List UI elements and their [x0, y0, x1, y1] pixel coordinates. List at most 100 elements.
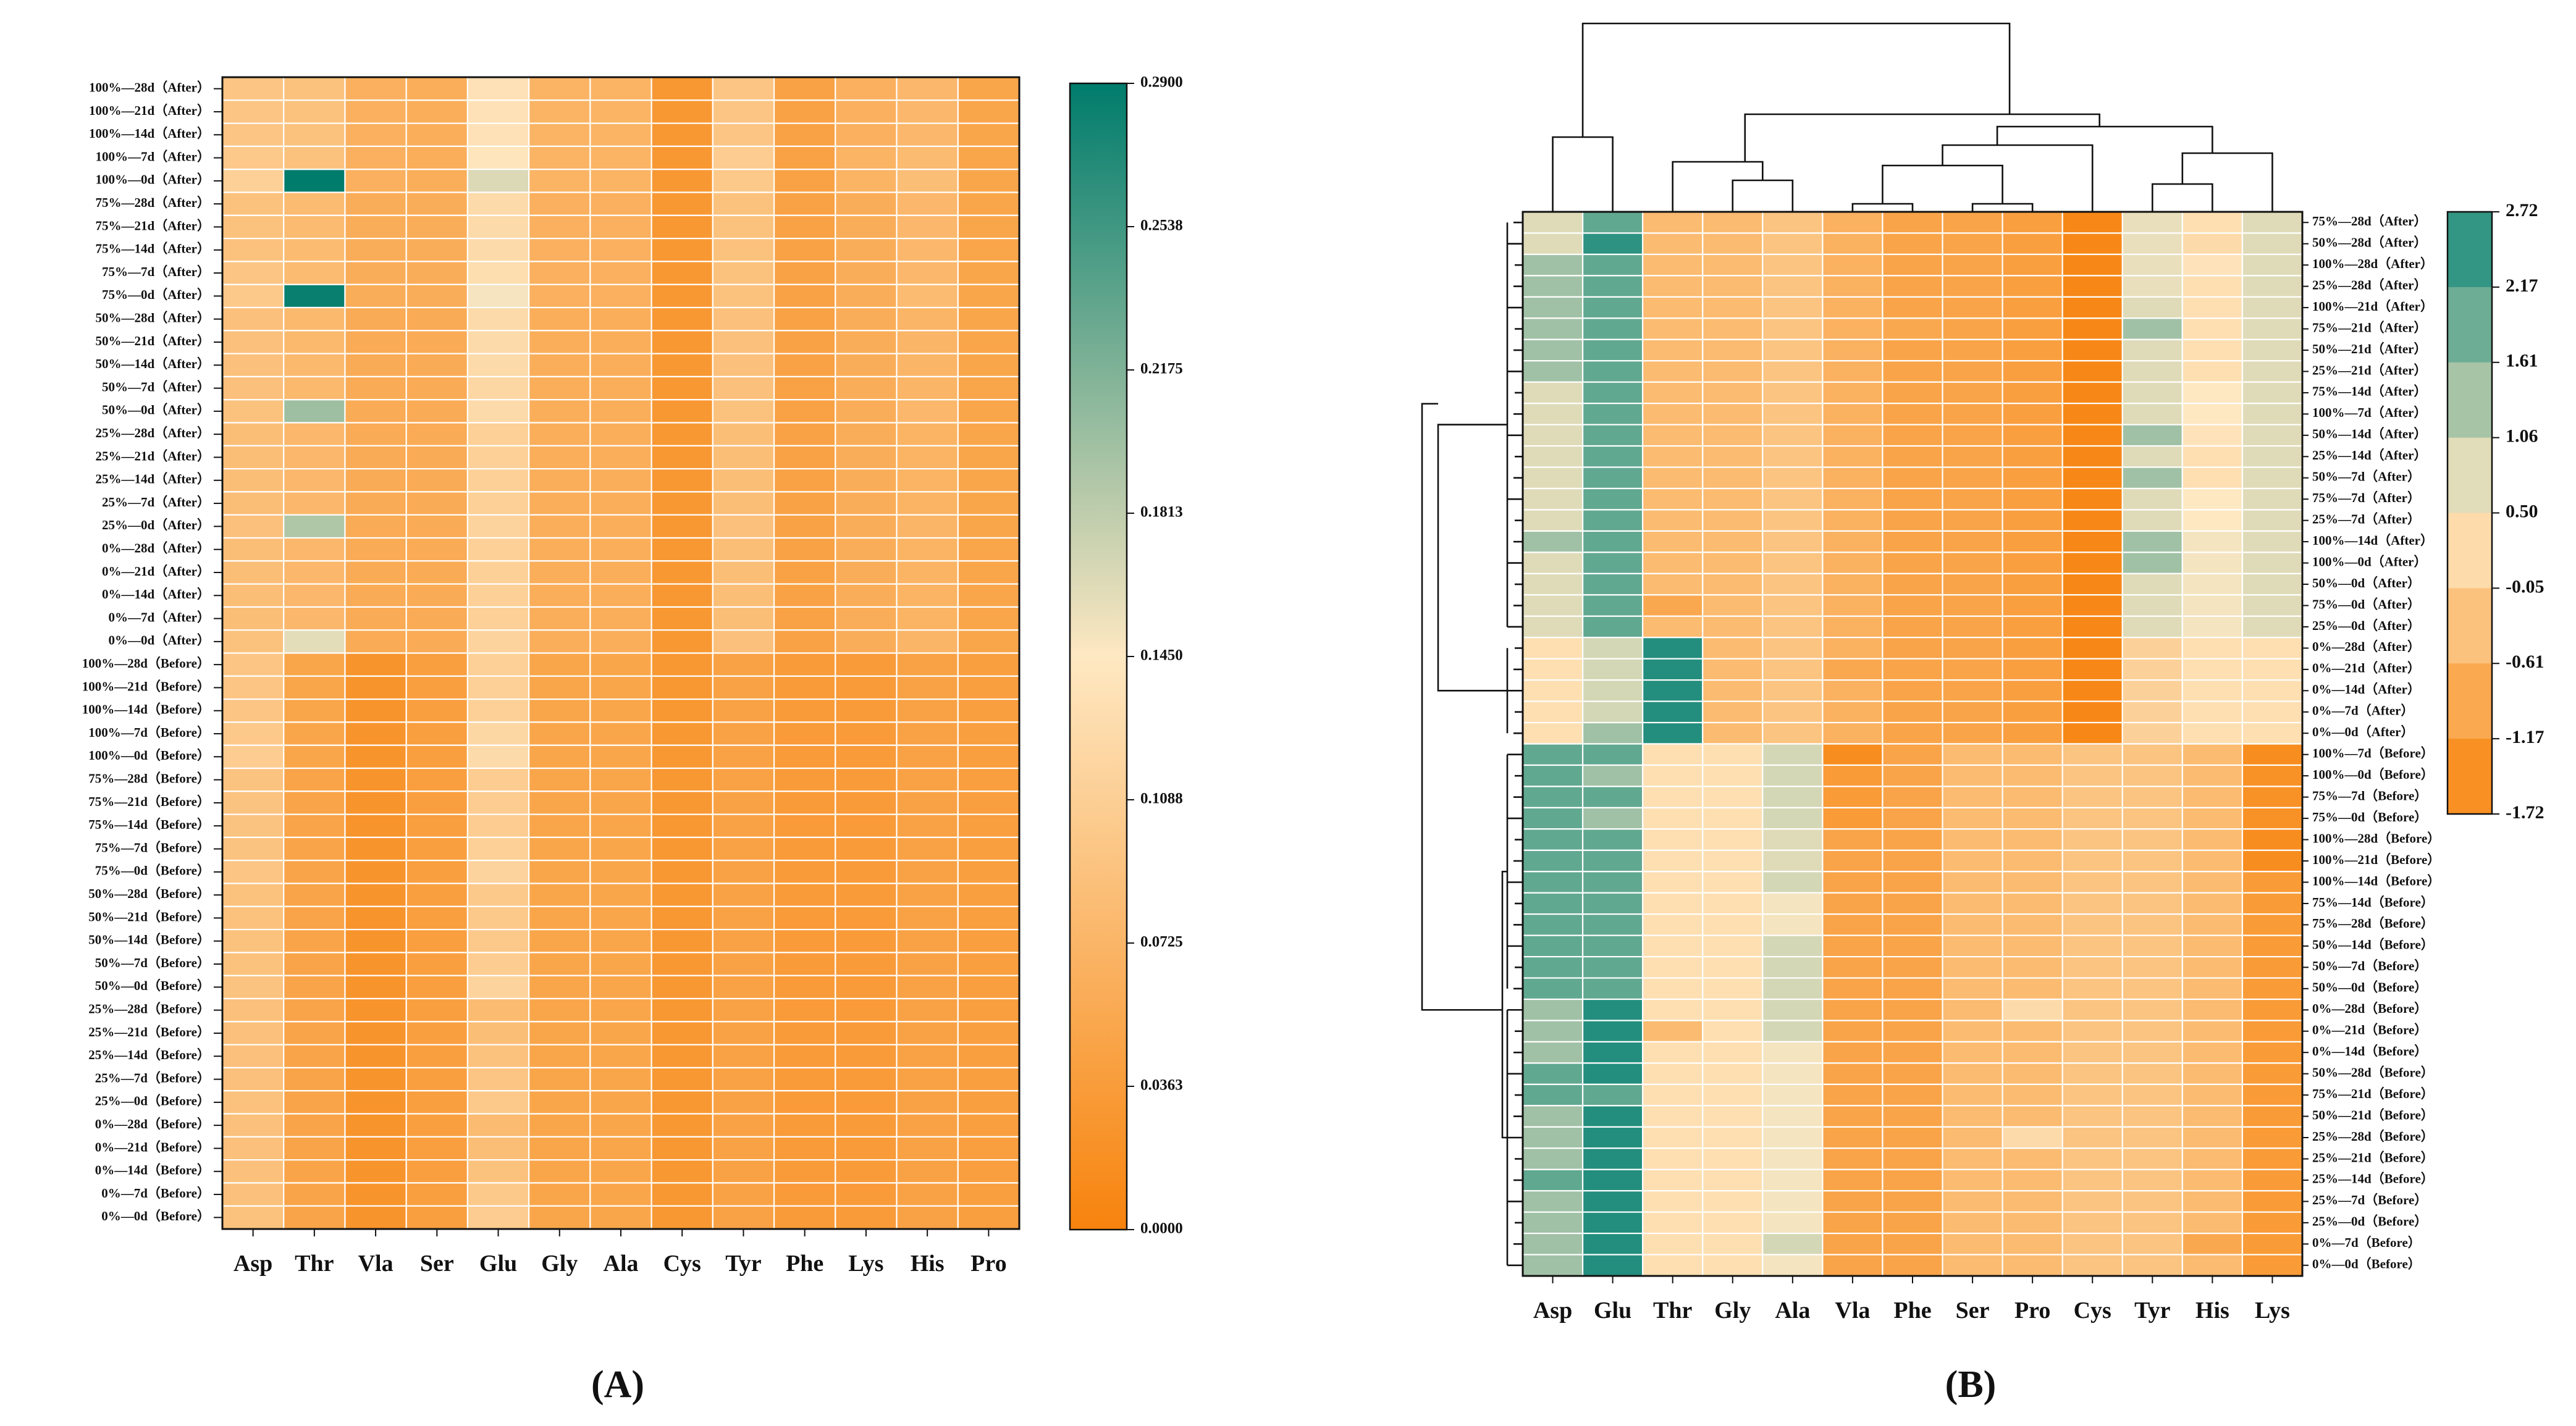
- heat-cell-ser-r12: [405, 330, 469, 354]
- heat-cell-ser-r4: [1942, 275, 2003, 298]
- heat-cell-gly-r6: [528, 191, 591, 216]
- heat-cell-thr-r6: [1642, 317, 1704, 340]
- heat-cell-his-r47: [2181, 1190, 2244, 1213]
- heat-cell-glu-r38: [1581, 998, 1644, 1021]
- heat-cell-vla-r23: [1822, 679, 1884, 702]
- heat-cell-gly-r13: [528, 353, 591, 377]
- heat-cell-lys-r1: [2241, 211, 2304, 234]
- heat-cell-cys-r47: [650, 1136, 713, 1161]
- heat-cell-lys-r19: [835, 491, 898, 516]
- heat-cell-thr-r12: [1642, 445, 1704, 468]
- row-label: 0%—0d（After）: [109, 633, 210, 648]
- heat-cell-phe-r24: [1882, 700, 1943, 724]
- heat-cell-asp-r4: [221, 145, 285, 170]
- column-label-pro: Pro: [2014, 1298, 2050, 1323]
- heat-cell-gly-r2: [528, 99, 591, 124]
- heat-cell-asp-r14: [1522, 487, 1584, 511]
- heat-cell-tyr-r17: [2121, 552, 2183, 574]
- heat-cell-ser-r23: [1942, 679, 2003, 702]
- heat-cell-ser-r36: [405, 883, 469, 907]
- heat-cell-vla-r5: [344, 169, 407, 193]
- heat-cell-ser-r46: [405, 1113, 469, 1138]
- heat-cell-phe-r29: [773, 721, 836, 746]
- heat-cell-pro-r1: [2001, 211, 2063, 234]
- dendrogram-branch: [1437, 424, 1507, 692]
- heat-cell-glu-r9: [1581, 381, 1644, 405]
- heat-cell-tyr-r39: [712, 952, 775, 976]
- heat-cell-ser-r7: [405, 214, 469, 240]
- column-label-gly: Gly: [541, 1251, 578, 1277]
- heat-cell-ala-r45: [1762, 1147, 1824, 1170]
- heat-cell-lys-r6: [835, 191, 898, 216]
- heat-cell-ala-r26: [1762, 743, 1824, 766]
- heat-cell-phe-r9: [1882, 381, 1943, 405]
- heat-cell-ser-r38: [1942, 998, 2003, 1021]
- heat-cell-ser-r46: [1942, 1168, 2003, 1192]
- heat-cell-glu-r10: [1581, 403, 1644, 426]
- heat-cell-gly-r35: [1702, 934, 1764, 958]
- heat-cell-pro-r10: [957, 283, 1021, 309]
- heat-cell-glu-r49: [466, 1182, 530, 1207]
- heat-cell-asp-r20: [221, 514, 285, 539]
- row-label: 100%—0d（After）: [96, 172, 210, 187]
- heatmap-panel-a: 100%—28d（After） 100%—21d（After） 100%—14d（A…: [82, 74, 1183, 1277]
- row-label: 75%—0d（After）: [2312, 597, 2420, 611]
- heat-cell-pro-r50: [957, 1205, 1021, 1230]
- heat-cell-phe-r35: [773, 860, 836, 884]
- heat-cell-cys-r13: [2061, 466, 2123, 490]
- row-label: 50%—0d（After）: [102, 403, 210, 417]
- heat-cell-tyr-r23: [2121, 679, 2183, 702]
- column-label-ala: Ala: [1775, 1298, 1810, 1323]
- heat-cell-his-r9: [896, 261, 959, 285]
- heat-cell-phe-r12: [1882, 445, 1943, 468]
- heat-cell-thr-r48: [1642, 1211, 1704, 1235]
- heat-cell-pro-r19: [2001, 594, 2063, 617]
- heat-cell-glu-r14: [1581, 487, 1644, 511]
- row-label: 100%—28d（Before）: [2312, 831, 2440, 845]
- heat-cell-pro-r44: [2001, 1126, 2063, 1149]
- colorbar-tick-label: -0.61: [2506, 652, 2544, 672]
- heat-cell-thr-r29: [1642, 807, 1704, 830]
- heat-cell-his-r21: [896, 537, 959, 562]
- colorbar-segment: [2448, 437, 2492, 513]
- heat-cell-phe-r40: [1882, 1041, 1943, 1064]
- heat-cell-lys-r39: [835, 952, 898, 976]
- heat-cell-ser-r8: [405, 238, 469, 262]
- heat-cell-asp-r12: [1522, 445, 1584, 468]
- heat-cell-ala-r10: [1762, 403, 1824, 426]
- column-label-thr: Thr: [295, 1251, 334, 1277]
- heat-cell-glu-r46: [466, 1113, 530, 1138]
- heat-cell-vla-r27: [344, 675, 407, 700]
- heat-cell-cys-r35: [2061, 934, 2123, 958]
- heat-cell-phe-r31: [1882, 849, 1943, 873]
- heat-cell-glu-r24: [466, 606, 530, 631]
- heat-cell-thr-r43: [1642, 1105, 1704, 1128]
- heat-cell-his-r28: [2181, 786, 2244, 808]
- row-label: 75%—7d（Before）: [95, 840, 210, 855]
- heat-cell-ala-r32: [589, 791, 652, 815]
- heat-cell-tyr-r25: [2121, 721, 2183, 745]
- heat-cell-vla-r23: [344, 583, 407, 608]
- heat-cell-tyr-r18: [2121, 572, 2183, 596]
- heat-cell-asp-r38: [221, 928, 285, 954]
- heat-cell-asp-r18: [221, 468, 285, 493]
- heat-cell-lys-r24: [835, 606, 898, 631]
- heat-cell-tyr-r12: [712, 330, 775, 354]
- heat-cell-tyr-r8: [2121, 360, 2183, 383]
- heat-cell-thr-r35: [1642, 934, 1704, 958]
- heat-cell-lys-r29: [835, 721, 898, 746]
- heat-cell-cys-r21: [650, 537, 713, 562]
- row-label: 0%—14d（Before）: [95, 1163, 210, 1178]
- heat-cell-lys-r45: [835, 1090, 898, 1115]
- heat-cell-cys-r39: [650, 952, 713, 976]
- row-label: 25%—0d（Before）: [95, 1094, 210, 1109]
- row-label: 25%—28d（Before）: [2312, 1129, 2434, 1144]
- heat-cell-thr-r22: [283, 560, 346, 585]
- heat-cell-phe-r26: [1882, 743, 1943, 766]
- row-label: 75%—7d（After）: [102, 264, 210, 279]
- heat-cell-vla-r48: [1822, 1211, 1884, 1235]
- heat-cell-lys-r36: [835, 883, 898, 907]
- heat-cell-ser-r31: [1942, 849, 2003, 873]
- heat-cell-vla-r34: [1822, 913, 1884, 936]
- heat-cell-ala-r40: [1762, 1041, 1824, 1064]
